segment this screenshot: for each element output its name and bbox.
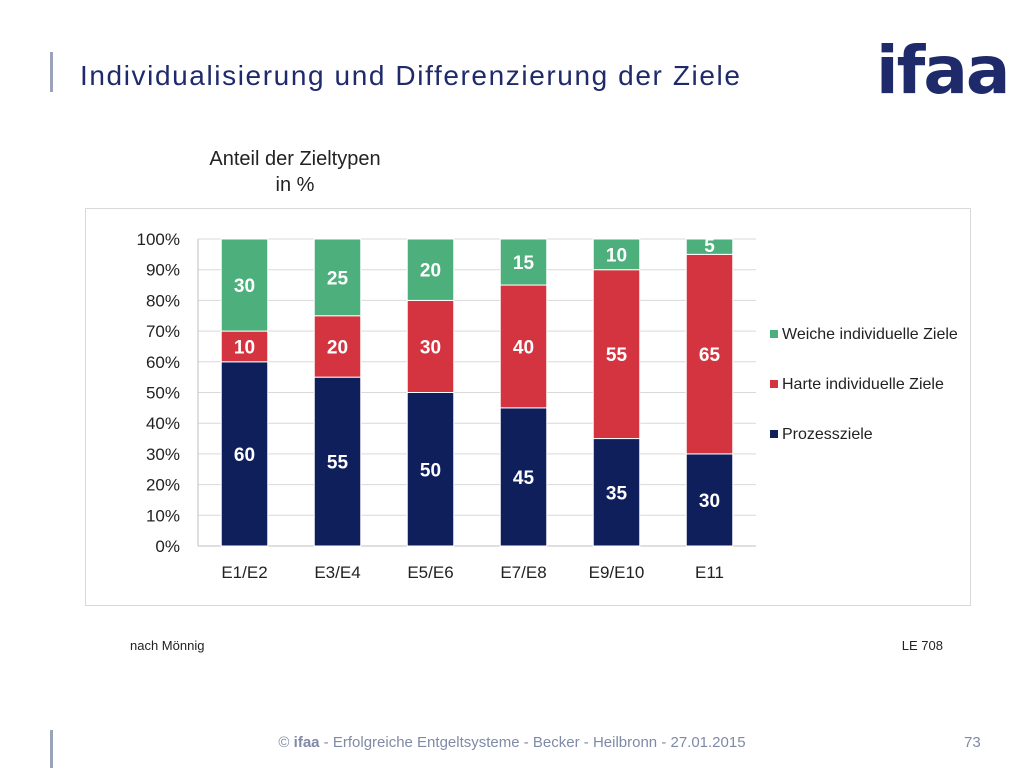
data-label: 20 bbox=[327, 337, 348, 358]
x-tick-label: E11 bbox=[695, 563, 724, 582]
bar-segment bbox=[313, 238, 362, 317]
legend-swatch bbox=[770, 430, 778, 438]
data-label: 65 bbox=[699, 345, 721, 366]
bar-segment bbox=[685, 453, 734, 547]
footer-brand: ifaa bbox=[293, 734, 320, 751]
bar-segment bbox=[406, 238, 455, 301]
chart-frame bbox=[85, 208, 971, 606]
data-label: 25 bbox=[327, 268, 349, 289]
legend-label: Harte individuelle Ziele bbox=[782, 376, 944, 393]
legend-label: Weiche individuelle Ziele bbox=[782, 326, 958, 343]
chart-title-line-2: in % bbox=[275, 174, 315, 196]
data-label: 50 bbox=[420, 460, 441, 481]
page-title: Individualisierung und Differenzierung d… bbox=[80, 60, 742, 91]
x-tick-label: E5/E6 bbox=[407, 563, 453, 582]
bar-segment bbox=[592, 238, 641, 271]
footer-text: © ifaa - Erfolgreiche Entgeltsysteme - B… bbox=[278, 734, 746, 751]
reference-code: LE 708 bbox=[901, 638, 943, 653]
y-tick-label: 90% bbox=[146, 261, 180, 280]
data-label: 5 bbox=[704, 236, 715, 257]
x-tick-label: E7/E8 bbox=[500, 563, 546, 582]
bar-segment bbox=[406, 392, 455, 547]
x-tick-label: E9/E10 bbox=[589, 563, 645, 582]
legend-swatch bbox=[770, 330, 778, 338]
bar-segment bbox=[499, 284, 548, 409]
bar-segment bbox=[685, 238, 734, 255]
bar-segment bbox=[220, 238, 269, 332]
ifaa-logo: ifaa bbox=[876, 32, 1010, 109]
data-label: 35 bbox=[606, 483, 628, 504]
legend-swatch bbox=[770, 380, 778, 388]
legend-label: Prozessziele bbox=[782, 426, 873, 443]
bar-segment bbox=[406, 299, 455, 393]
bottom-accent-bar bbox=[50, 730, 53, 768]
data-label: 30 bbox=[420, 337, 441, 358]
y-tick-label: 0% bbox=[155, 537, 180, 556]
x-tick-label: E3/E4 bbox=[314, 563, 360, 582]
bar-segment bbox=[685, 253, 734, 455]
bar-segment bbox=[313, 376, 362, 547]
y-tick-label: 30% bbox=[146, 445, 180, 464]
bar-segment bbox=[592, 269, 641, 440]
source-note: nach Mönnig bbox=[130, 638, 205, 653]
y-tick-label: 80% bbox=[146, 291, 180, 310]
y-tick-label: 40% bbox=[146, 414, 180, 433]
bar-segment bbox=[220, 361, 269, 547]
data-label: 10 bbox=[606, 245, 627, 266]
data-label: 40 bbox=[513, 337, 534, 358]
bar-segment bbox=[592, 438, 641, 547]
data-label: 15 bbox=[513, 253, 535, 274]
data-label: 30 bbox=[234, 276, 255, 297]
data-label: 55 bbox=[606, 345, 628, 366]
data-label: 55 bbox=[327, 453, 349, 474]
top-accent-bar bbox=[50, 52, 53, 92]
footer-caption: - Erfolgreiche Entgeltsysteme - Becker -… bbox=[319, 734, 746, 751]
data-label: 30 bbox=[699, 491, 720, 512]
bar-segment bbox=[499, 238, 548, 286]
data-label: 20 bbox=[420, 261, 441, 282]
y-tick-label: 70% bbox=[146, 322, 180, 341]
page-number: 73 bbox=[964, 734, 981, 751]
data-label: 60 bbox=[234, 445, 255, 466]
chart-title-line-1: Anteil der Zieltypen bbox=[209, 148, 381, 170]
chart-title: Anteil der Zieltypen in % bbox=[180, 146, 410, 198]
bar-segment bbox=[499, 407, 548, 547]
y-tick-label: 50% bbox=[146, 384, 180, 403]
data-label: 45 bbox=[513, 468, 535, 489]
y-tick-label: 10% bbox=[146, 506, 180, 525]
x-tick-label: E1/E2 bbox=[221, 563, 267, 582]
y-tick-label: 100% bbox=[137, 230, 180, 249]
y-tick-label: 60% bbox=[146, 353, 180, 372]
data-label: 10 bbox=[234, 337, 255, 358]
y-tick-label: 20% bbox=[146, 476, 180, 495]
bar-segment bbox=[313, 315, 362, 378]
